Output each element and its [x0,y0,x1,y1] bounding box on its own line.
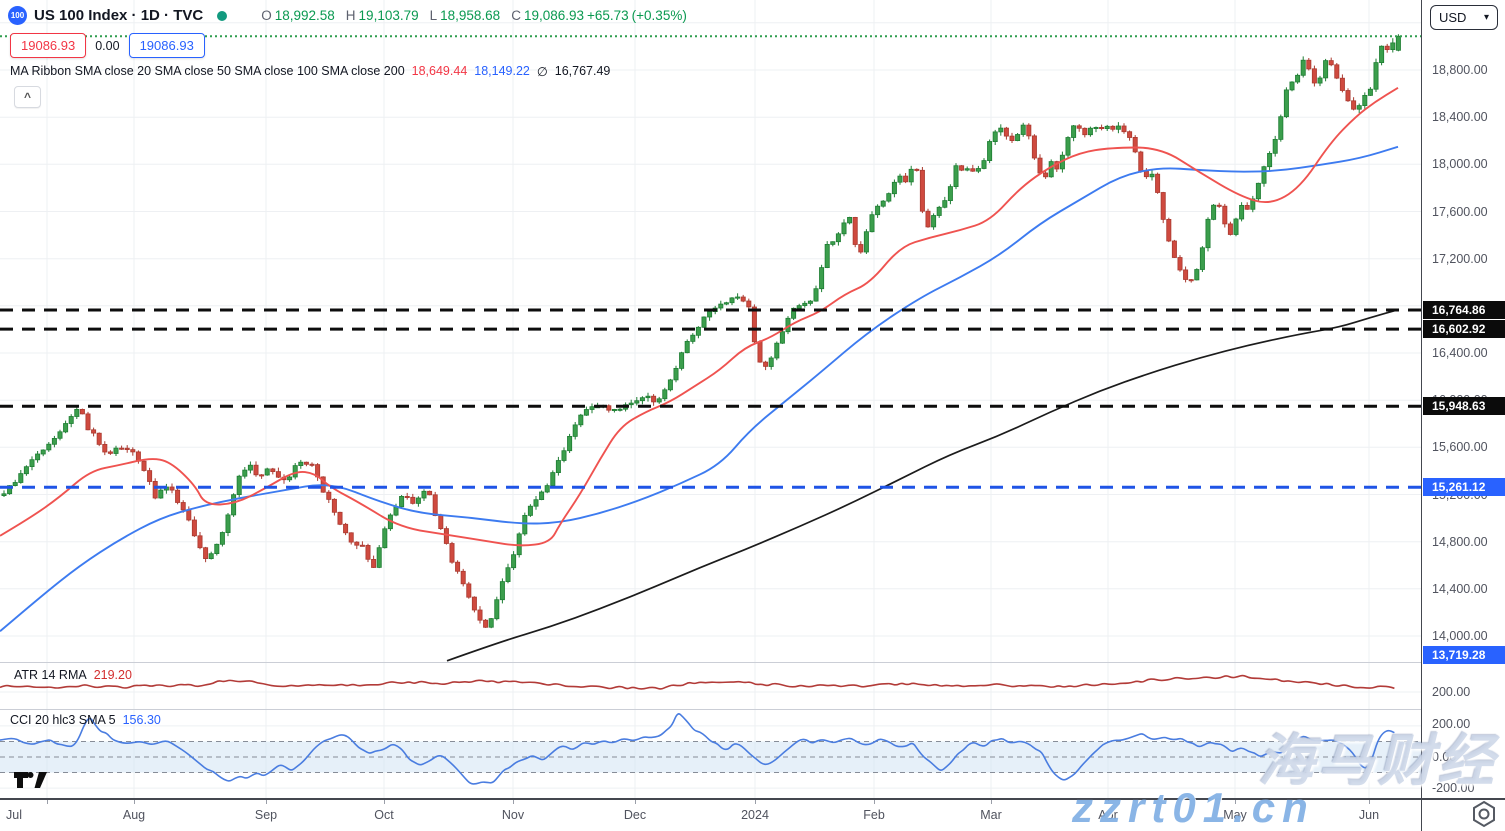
low-value: 18,958.68 [440,8,501,23]
close-label: C [511,8,521,23]
price-level-chip: 16,764.86 [1423,301,1505,319]
avg-symbol: ∅ [536,65,548,79]
buy-button[interactable]: 19086.93 [128,33,205,58]
time-axis-tick [991,800,992,804]
sma200-value: 16,767.49 [554,64,611,78]
atr-tick: 200.00 [1432,685,1471,699]
time-axis-tick [755,800,756,804]
time-axis-label: May [1223,808,1247,822]
symbol-header: 100 US 100 Index · 1D · TVC O 18,992.58 H… [8,6,687,25]
price-level-chip: 15,948.63 [1423,397,1505,415]
sell-button[interactable]: 19086.93 [10,33,87,58]
time-axis-label: Jul [6,808,22,822]
price-tick: 14,000.00 [1432,629,1488,643]
symbol-title[interactable]: US 100 Index · 1D · TVC [34,7,204,24]
high-label: H [345,8,356,23]
price-tick: 14,800.00 [1432,535,1488,549]
low-label: L [429,8,438,23]
price-tick: 17,600.00 [1432,205,1488,219]
time-axis-tick [384,800,385,804]
open-value: 18,992.58 [274,8,335,23]
currency-selector[interactable]: USD ▾ [1430,5,1498,30]
time-axis-tick [266,800,267,804]
price-tick: 17,200.00 [1432,252,1488,266]
time-axis-label: Oct [374,808,394,822]
time-axis-tick [635,800,636,804]
atr-value: 219.20 [93,668,132,682]
cci-title[interactable]: CCI 20 hlc3 SMA 5 [10,713,116,727]
close-value: 19,086.93 [523,8,584,23]
cci-value: 156.30 [122,713,161,727]
time-axis-tick [1369,800,1370,804]
price-level-chip: 16,602.92 [1423,320,1505,338]
change-value: +65.73 [587,8,629,23]
time-axis-label: Feb [863,808,885,822]
collapse-indicators-button[interactable]: ^ [14,86,41,108]
watermark-brand-cjk: 海马财经 [1258,729,1498,792]
price-chart-canvas[interactable] [0,0,1421,798]
ma-ribbon-label[interactable]: MA Ribbon SMA close 20 SMA close 50 SMA … [10,64,405,78]
time-axis-tick [1108,800,1109,804]
gear-icon[interactable] [1470,800,1498,828]
price-tick: 18,400.00 [1432,110,1488,124]
symbol-logo: 100 [8,6,27,25]
spread-value: 0.00 [93,38,122,53]
time-axis-label: Aug [122,808,146,822]
change-percent: (+0.35%) [631,8,687,23]
price-tick: 16,400.00 [1432,346,1488,360]
cci-tick: 0.00 [1432,750,1457,764]
time-axis-tick [47,800,48,804]
time-axis-label: Sep [254,808,278,822]
plot-area[interactable]: 100 US 100 Index · 1D · TVC O 18,992.58 H… [0,0,1494,798]
price-tick: 18,800.00 [1432,63,1488,77]
ohlc-values: O 18,992.58 H 19,103.79 L 18,958.68 C 19,086… [253,8,687,23]
time-axis-label: Dec [623,808,647,822]
price-tick: 18,000.00 [1432,157,1488,171]
sma50-value: 18,149.22 [474,64,530,78]
time-axis-label: Nov [501,808,525,822]
axis-corner-divider [1421,800,1422,831]
cci-tick: -200.00 [1432,781,1475,795]
time-axis-label: Jun [1358,808,1380,822]
cci-tick: 200.00 [1432,717,1471,731]
time-axis-label: Mar [980,808,1002,822]
high-value: 19,103.79 [358,8,419,23]
time-axis[interactable]: Jul Aug Sep Oct Nov Dec 2024 Feb Mar Apr May Jun [0,798,1505,831]
atr-indicator-status[interactable]: ATR 14 RMA 219.20 [14,668,132,682]
price-level-chip: 15,261.12 [1423,478,1505,496]
currency-label: USD [1439,10,1467,25]
tradingview-logo[interactable] [14,771,48,793]
market-status-icon[interactable] [217,10,228,21]
time-axis-tick [513,800,514,804]
time-axis-tick [1235,800,1236,804]
cci-indicator-status[interactable]: CCI 20 hlc3 SMA 5 156.30 [10,713,161,727]
trade-buttons: 19086.93 0.00 19086.93 [10,33,205,58]
price-axis[interactable]: USD ▾ 18,800.00 18,400.00 18,000.00 17,600.… [1421,0,1505,798]
sma20-value: 18,649.44 [411,64,468,78]
time-axis-label: Apr [1098,808,1118,822]
ma-ribbon-status[interactable]: MA Ribbon SMA close 20 SMA close 50 SMA … [10,64,610,79]
time-axis-tick [874,800,875,804]
price-tick: 15,600.00 [1432,440,1488,454]
price-level-chip: 13,719.28 [1423,646,1505,664]
time-axis-tick [134,800,135,804]
open-label: O [261,8,272,23]
atr-title[interactable]: ATR 14 RMA [14,668,87,682]
watermark-url: zzrt01.cn [1072,784,1315,831]
price-tick: 14,400.00 [1432,582,1488,596]
chevron-down-icon: ▾ [1483,12,1489,23]
time-axis-label: 2024 [741,808,769,822]
